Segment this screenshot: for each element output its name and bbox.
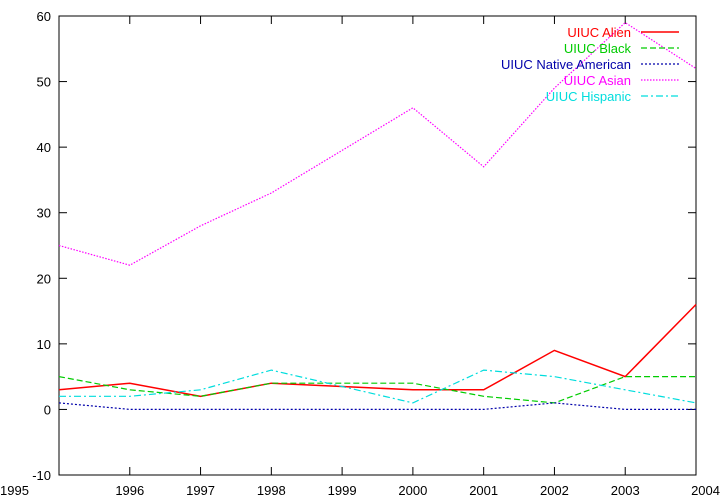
y-tick-label: 40 [37, 140, 51, 155]
y-tick-label: -10 [32, 468, 51, 483]
x-tick-label: 1999 [328, 483, 357, 498]
legend-label: UIUC Asian [564, 73, 631, 88]
y-tick-label: 60 [37, 9, 51, 24]
x-tick-label: 1995 [0, 483, 29, 498]
series-line-uiuc-native-american [58, 402, 696, 410]
x-tick-label: 1997 [186, 483, 215, 498]
x-tick-label: 2001 [469, 483, 498, 498]
x-tick-label: 2000 [398, 483, 427, 498]
y-tick-label: 0 [44, 402, 51, 417]
legend-label: UIUC Black [564, 41, 632, 56]
y-axis: -10 0 10 20 30 40 50 60 [32, 9, 696, 483]
y-tick-label: 50 [37, 75, 51, 90]
x-tick-label: 2002 [540, 483, 569, 498]
series-lines [58, 21, 697, 410]
legend-label: UIUC Hispanic [546, 89, 632, 104]
y-tick-label: 20 [37, 271, 51, 286]
x-tick-label: 2003 [611, 483, 640, 498]
y-tick-label: 10 [37, 337, 51, 352]
series-line-uiuc-black [58, 376, 696, 404]
x-tick-label: 1996 [115, 483, 144, 498]
legend-label: UIUC Native American [501, 57, 631, 72]
series-line-uiuc-alien [58, 303, 697, 398]
legend-label: UIUC Alien [567, 25, 631, 40]
x-axis: 1995 1996 1997 1998 1999 2000 2001 2002 2003 2004 [0, 16, 720, 498]
series-line-uiuc-hispanic [59, 369, 697, 404]
series-line-uiuc-asian [58, 21, 697, 266]
x-tick-label: 1998 [257, 483, 286, 498]
x-tick-label: 2004 [691, 483, 720, 498]
y-tick-label: 30 [37, 206, 51, 221]
